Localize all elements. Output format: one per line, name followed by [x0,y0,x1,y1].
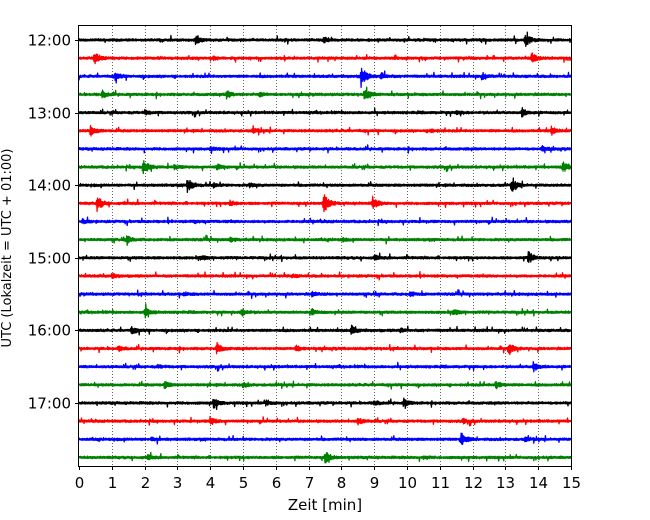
trace-1645 [78,380,572,390]
trace-1530 [78,289,572,299]
y-axis-label: UTC (Lokalzeit = UTC + 01:00) [0,149,15,348]
trace-1300 [78,107,572,118]
y-tick-label: 17:00 [28,395,71,413]
trace-1730 [78,432,572,445]
x-tick-label: 13 [496,474,515,492]
x-axis-ticks: 0 1 2 3 4 5 6 7 8 9 10 11 12 13 14 15 [75,466,581,492]
trace-1600 [78,324,572,336]
traces-group [78,31,572,464]
trace-1200 [78,31,572,47]
x-tick-label: 11 [431,474,450,492]
x-tick-label: 12 [464,474,483,492]
x-tick-label: 15 [562,474,581,492]
x-tick-label: 10 [398,474,417,492]
trace-1245 [78,86,572,100]
y-tick-label: 13:00 [28,105,71,123]
trace-1445 [78,234,572,247]
trace-1330 [78,144,572,154]
x-tick-label: 1 [108,474,118,492]
y-tick-label: 16:00 [28,322,71,340]
x-tick-label: 0 [75,474,85,492]
y-tick-label: 12:00 [28,32,71,50]
x-tick-label: 5 [239,474,249,492]
trace-1215 [78,52,572,65]
trace-1615 [78,342,572,355]
y-tick-label: 15:00 [28,250,71,268]
trace-1545 [78,303,572,319]
x-tick-label: 7 [305,474,315,492]
trace-1230 [78,67,572,88]
trace-1400 [78,177,572,194]
x-tick-label: 4 [206,474,216,492]
x-tick-label: 2 [141,474,151,492]
y-tick-label: 14:00 [28,177,71,195]
x-tick-label: 3 [173,474,183,492]
grid-lines [112,26,539,466]
x-tick-label: 14 [529,474,548,492]
trace-1745 [78,451,572,464]
trace-1700 [78,397,572,410]
trace-1345 [78,160,572,175]
trace-1500 [78,250,572,263]
plot-frame [78,25,572,467]
trace-1415 [78,194,572,213]
trace-1430 [78,216,572,227]
trace-1315 [78,125,572,137]
trace-1630 [78,360,572,373]
trace-1715 [78,416,572,427]
x-tick-label: 6 [272,474,282,492]
y-axis-ticks: 12:00 13:00 14:00 15:00 16:00 17:00 [28,32,79,413]
x-axis-label: Zeit [min] [288,496,362,514]
trace-1515 [78,271,572,281]
x-tick-label: 8 [337,474,347,492]
x-tick-label: 9 [370,474,380,492]
